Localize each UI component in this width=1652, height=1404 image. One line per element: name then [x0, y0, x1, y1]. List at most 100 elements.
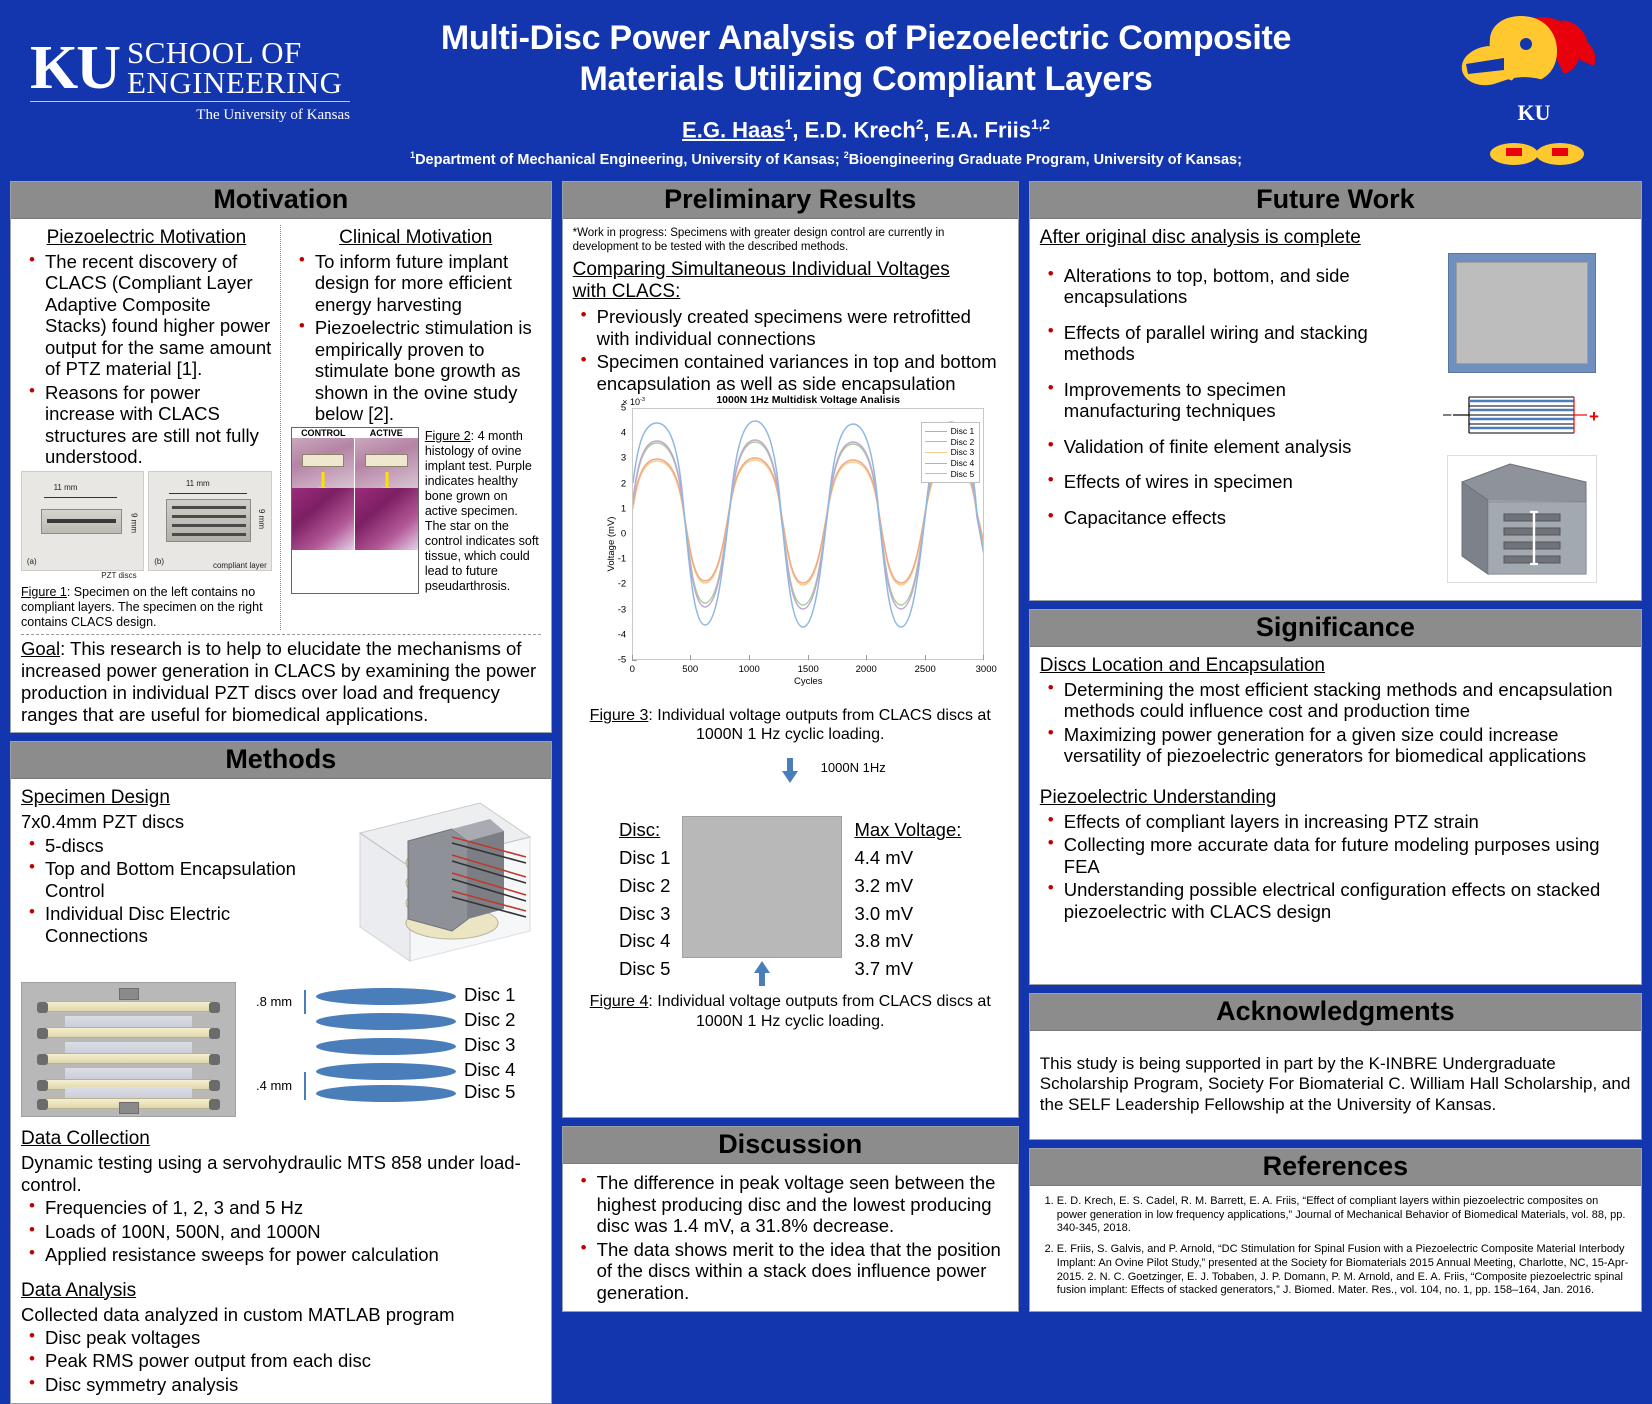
figure-2-active-column: [355, 437, 418, 550]
list-item: Peak RMS power output from each disc: [21, 1349, 541, 1371]
data-collection-text: Dynamic testing using a servohydraulic M…: [21, 1152, 521, 1195]
comparing-voltages-line1: Comparing Simultaneous Individual Voltag…: [572, 258, 950, 280]
presenting-author: E.G. Haas: [682, 117, 785, 143]
figure-1-image: 11 mm 9 mm (a) 11 mm: [21, 470, 272, 571]
references-heading: References: [1029, 1148, 1641, 1186]
panel-significance: Significance Discs Location and Encapsul…: [1028, 609, 1642, 985]
x-tick-label: 3000: [975, 664, 997, 675]
list-item: Maximizing power generation for a given …: [1040, 723, 1631, 767]
figure-2-column-headers: CONTROL ACTIVE: [292, 428, 418, 438]
poster-title-line2: Materials Utilizing Compliant Layers: [579, 60, 1153, 99]
list-item: Disc peak voltages: [21, 1326, 541, 1348]
methods-body: Specimen Design 7x0.4mm PZT discs 5-disc…: [11, 779, 551, 1403]
acknowledgments-heading: Acknowledgments: [1029, 993, 1641, 1031]
legend-label: Disc 3: [950, 447, 975, 458]
disc-label-4: Disc 4: [464, 1059, 516, 1081]
parallel-wiring-svg: –: [1443, 396, 1599, 434]
motivation-heading: Motivation: [11, 182, 551, 219]
jayhawk-mascot-logo: KU: [1442, 8, 1622, 168]
disc-label-2: Disc 2: [464, 1009, 516, 1031]
legend-swatch-disc3: [924, 452, 947, 454]
figure-4-content: Disc: Disc 1 Disc 2 Disc 3 Disc 4 Disc 5: [573, 790, 1008, 987]
preliminary-results-heading: Preliminary Results: [562, 182, 1018, 219]
figure-3-caption: Figure 3: Individual voltage outputs fro…: [573, 706, 1008, 744]
y-tick-label: -5: [617, 654, 627, 666]
author2-name: , E.D. Krech: [792, 117, 916, 143]
author-list: E.G. Haas1, E.D. Krech2, E.A. Friis1,2: [350, 117, 1382, 143]
author2-affil-marker: 2: [915, 116, 924, 132]
legend-swatch-disc1: [924, 430, 947, 432]
title-block: Multi-Disc Power Analysis of Piezoelectr…: [350, 18, 1382, 143]
x-tick-label: 500: [682, 664, 699, 675]
motivation-body: Piezoelectric Motivation The recent disc…: [11, 219, 551, 732]
svg-text:KU: KU: [1518, 100, 1551, 125]
ku-wordmark: KU: [30, 33, 121, 102]
clinical-motivation-subheading: Clinical Motivation: [339, 227, 493, 248]
logo-school-line1: SCHOOL OF: [127, 35, 302, 70]
top-electrode-tab: [118, 988, 139, 1001]
logo-school-line2: ENGINEERING: [127, 65, 343, 101]
list-item: Individual Disc Electric Connections: [21, 902, 322, 946]
clinical-motivation-column: Clinical Motivation To inform future imp…: [281, 225, 541, 630]
data-collection-subheading: Data Collection: [21, 1128, 150, 1150]
spacing-label-bottom: .4 mm: [256, 1078, 293, 1094]
fig1a-width-arrow: [43, 497, 117, 498]
y-tick-label: 2: [620, 478, 627, 490]
list-item: Loads of 100N, 500N, and 1000N: [21, 1220, 541, 1242]
x-tick-label: 1500: [797, 664, 819, 675]
fig1b-layer: [171, 514, 247, 518]
methods-specimen-design: Specimen Design 7x0.4mm PZT discs 5-disc…: [21, 785, 541, 980]
control-implant: [301, 453, 345, 467]
discussion-body: The difference in peak voltage seen betw…: [563, 1164, 1018, 1311]
bottom-electrode-tab: [118, 1102, 139, 1115]
fea-cad-svg: [1461, 463, 1587, 575]
fig1a-height-label: 9 mm: [129, 512, 139, 533]
significance-body: Discs Location and Encapsulation Determi…: [1030, 647, 1641, 984]
methods-heading: Methods: [11, 742, 551, 780]
panel-references: References E. D. Krech, E. S. Cadel, R. …: [1028, 1147, 1642, 1312]
references-body: E. D. Krech, E. S. Cadel, R. M. Barrett,…: [1030, 1186, 1641, 1311]
fig1b-layer: [171, 532, 247, 536]
figure-2-label: Figure 2: [424, 428, 471, 443]
active-implant: [365, 453, 408, 467]
methods-diagrams: Disc 1 Disc 2 Disc 3 Disc 4 Disc 5 .8 mm…: [21, 982, 541, 1122]
y-tick-label: 0: [620, 528, 627, 540]
figure-2-control-label: CONTROL: [301, 427, 346, 438]
significance-heading: Significance: [1029, 610, 1641, 647]
y-tick-label: 4: [620, 427, 627, 439]
figure-1-label: Figure 1: [21, 584, 67, 599]
disc-label-3: Disc 3: [464, 1034, 516, 1056]
significance-subheading-1: Discs Location and Encapsulation: [1039, 655, 1325, 676]
acknowledgments-body: This study is being supported in part by…: [1030, 1031, 1641, 1139]
list-item: Piezoelectric stimulation is empirically…: [291, 316, 541, 424]
figure-4-disc-column: Disc: Disc 1 Disc 2 Disc 3 Disc 4 Disc 5: [619, 790, 670, 983]
list-item: Reasons for power increase with CLACS st…: [21, 381, 272, 468]
future-work-body: After original disc analysis is complete…: [1030, 219, 1641, 600]
y-tick-label: -1: [617, 553, 627, 565]
author1-affil-marker: 1: [784, 116, 793, 132]
list-item: Previously created specimens were retrof…: [573, 305, 1008, 349]
chart-x-axis-label: Cycles: [793, 676, 823, 687]
figure-1-caption: Figure 1: Specimen on the left contains …: [21, 585, 272, 630]
data-analysis-list: Disc peak voltages Peak RMS power output…: [21, 1326, 541, 1395]
load-arrow-up-icon: [754, 961, 771, 987]
list-item: Applied resistance sweeps for power calc…: [21, 1243, 541, 1265]
figure-4-load-annotation: 1000N 1Hz: [573, 758, 1008, 784]
list-item: The difference in peak voltage seen betw…: [573, 1171, 1008, 1236]
figure-4-voltage-column: Max Voltage: 4.4 mV 3.2 mV 3.0 mV 3.8 mV…: [854, 790, 961, 983]
legend-label: Disc 1: [950, 426, 975, 436]
disc-ellipse-3: [316, 1038, 456, 1056]
goal-text: : This research is to help to elucidate …: [21, 637, 537, 726]
fig1b-panel-letter: (b): [154, 556, 165, 566]
control-macro-image: [291, 437, 355, 493]
panel-motivation: Motivation Piezoelectric Motivation The …: [10, 181, 552, 734]
affil2-marker: 2: [843, 150, 849, 161]
legend-label: Disc 2: [950, 436, 975, 447]
significance-subheading-2: Piezoelectric Understanding: [1039, 786, 1277, 808]
x-tick-label: 1000: [738, 664, 760, 675]
chart-area: 1000N 1Hz Multidisk Voltage Analisis × 1…: [588, 394, 997, 690]
acknowledgments-text: This study is being supported in part by…: [1039, 1053, 1631, 1115]
fig1b-width-arrow: [168, 493, 247, 495]
specimen-disc-spec: 7x0.4mm PZT discs: [21, 811, 185, 833]
active-micro-image: [355, 487, 418, 550]
